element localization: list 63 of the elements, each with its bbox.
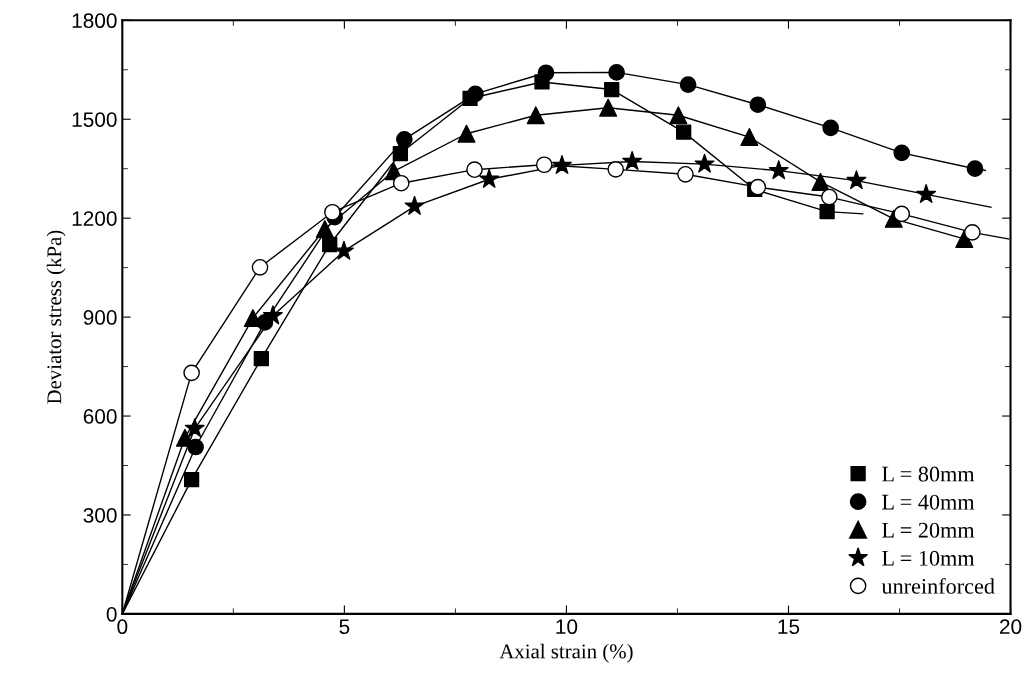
point bbox=[392, 145, 408, 162]
point bbox=[315, 220, 334, 239]
y-tick-label: 300 bbox=[83, 507, 117, 523]
point bbox=[392, 174, 410, 192]
point bbox=[622, 151, 643, 171]
point bbox=[607, 161, 625, 178]
point bbox=[819, 203, 835, 220]
point bbox=[324, 203, 341, 221]
point bbox=[694, 153, 715, 173]
y-tick-label: 1200 bbox=[72, 211, 117, 226]
point bbox=[916, 184, 937, 203]
point bbox=[679, 76, 697, 93]
y-tick-label: 600 bbox=[83, 409, 117, 424]
point bbox=[479, 168, 500, 188]
point bbox=[395, 131, 413, 148]
x-tick-label: 10 bbox=[556, 619, 578, 635]
x-axis-title: Axial strain (%) bbox=[499, 643, 633, 663]
point bbox=[963, 224, 981, 241]
point bbox=[811, 172, 830, 191]
point bbox=[552, 154, 572, 174]
legend-label: L = 10mm bbox=[882, 550, 975, 566]
point bbox=[846, 170, 867, 190]
point bbox=[467, 85, 484, 103]
point bbox=[749, 96, 767, 114]
legend-label: L = 20mm bbox=[882, 522, 975, 538]
point bbox=[768, 160, 789, 180]
legend-label: unreinforced bbox=[881, 577, 995, 594]
point bbox=[604, 81, 620, 98]
y-axis-title: Deviator stress (kPa) bbox=[46, 230, 66, 404]
point bbox=[537, 64, 555, 82]
y-tick-label: 900 bbox=[83, 310, 117, 325]
legend-label: L = 40mm bbox=[882, 494, 975, 510]
point bbox=[966, 160, 984, 178]
y-tick-label: 0 bbox=[106, 606, 117, 622]
point bbox=[262, 305, 283, 325]
y-tick-label: 1800 bbox=[72, 13, 117, 29]
point bbox=[535, 156, 553, 174]
x-tick-label: 0 bbox=[117, 619, 128, 635]
point bbox=[253, 351, 269, 367]
legend-label: L = 80mm bbox=[882, 466, 975, 482]
point bbox=[677, 165, 694, 183]
point bbox=[740, 128, 759, 147]
point bbox=[820, 188, 838, 206]
point bbox=[466, 161, 483, 179]
point bbox=[457, 124, 476, 143]
point bbox=[893, 144, 911, 162]
point bbox=[822, 119, 839, 137]
x-tick-label: 20 bbox=[999, 619, 1022, 635]
point bbox=[749, 178, 767, 196]
point bbox=[893, 205, 911, 223]
point bbox=[183, 472, 200, 488]
point bbox=[599, 98, 618, 117]
point bbox=[669, 106, 688, 125]
point bbox=[526, 106, 545, 125]
point bbox=[608, 64, 625, 81]
point bbox=[251, 258, 269, 276]
x-tick-label: 15 bbox=[778, 619, 800, 635]
x-tick-label: 5 bbox=[339, 619, 350, 635]
point bbox=[404, 195, 425, 215]
point bbox=[184, 418, 205, 438]
point bbox=[183, 364, 200, 382]
point bbox=[676, 124, 692, 140]
y-tick-label: 1500 bbox=[72, 112, 117, 127]
